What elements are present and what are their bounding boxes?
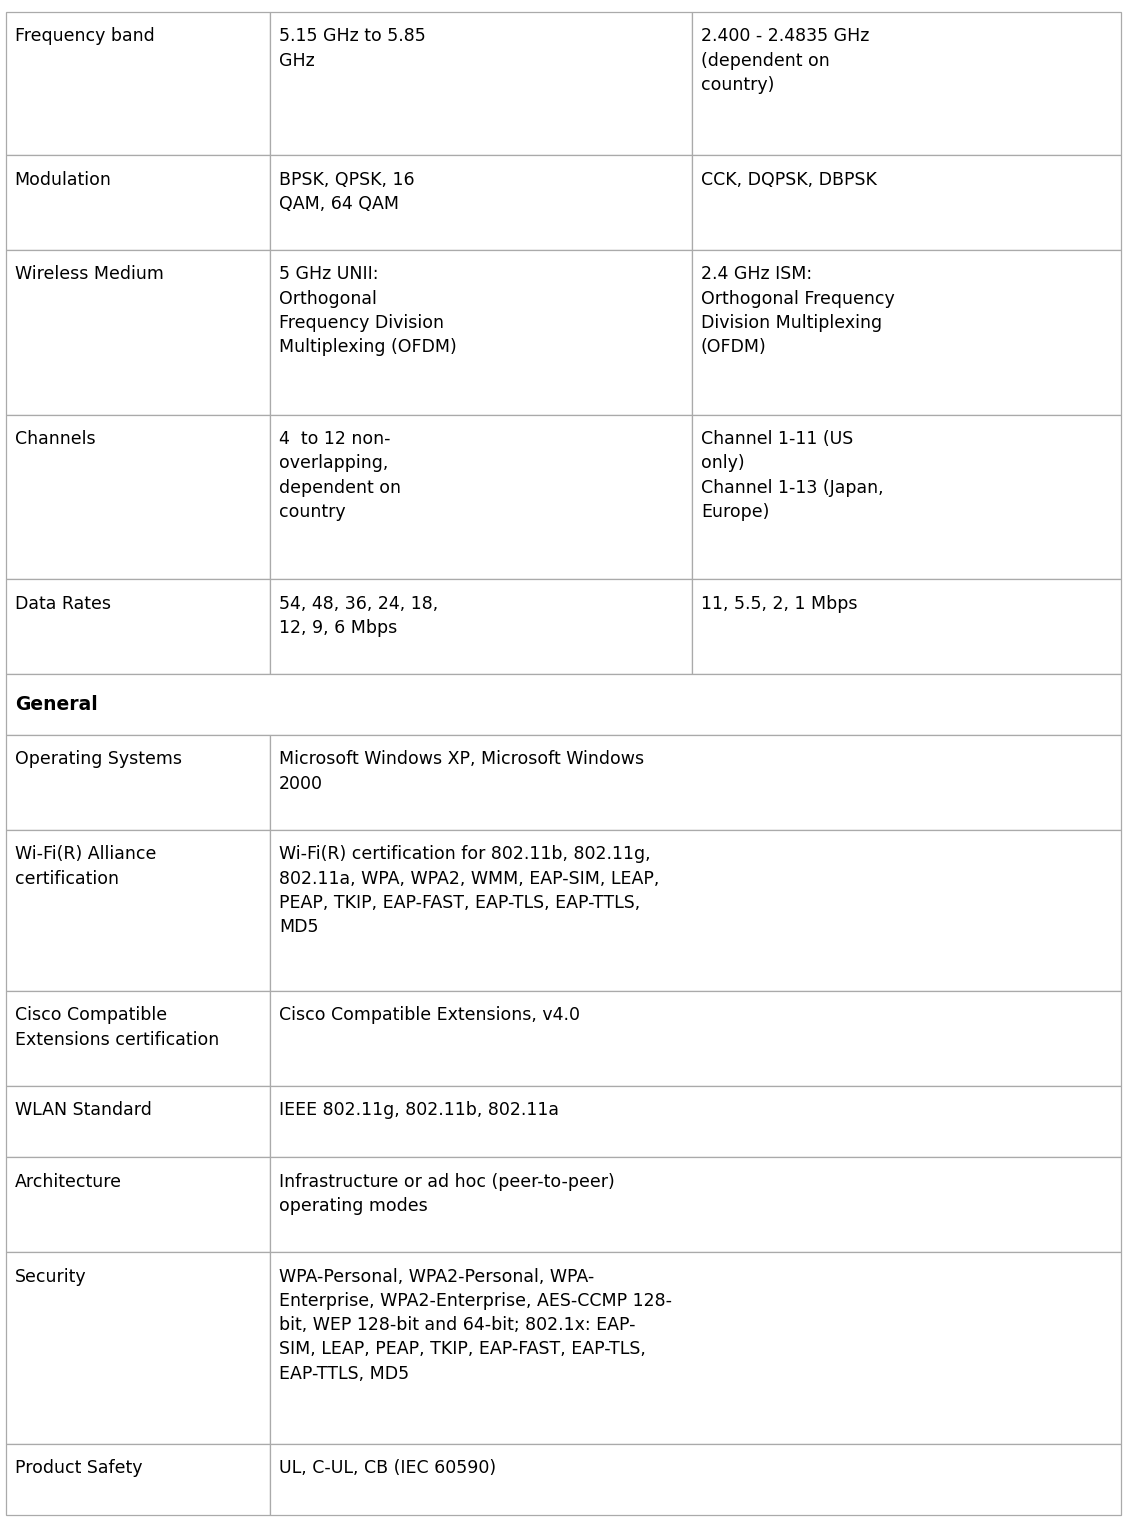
Text: Data Rates: Data Rates — [15, 594, 110, 612]
Text: 54, 48, 36, 24, 18,
12, 9, 6 Mbps: 54, 48, 36, 24, 18, 12, 9, 6 Mbps — [279, 594, 438, 637]
Text: UL, C-UL, CB (IEC 60590): UL, C-UL, CB (IEC 60590) — [279, 1459, 496, 1477]
Bar — [6, 1444, 270, 1515]
Bar — [6, 830, 270, 991]
Bar — [6, 1252, 270, 1444]
Text: 11, 5.5, 2, 1 Mbps: 11, 5.5, 2, 1 Mbps — [701, 594, 858, 612]
Text: WPA-Personal, WPA2-Personal, WPA-
Enterprise, WPA2-Enterprise, AES-CCMP 128-
bit: WPA-Personal, WPA2-Personal, WPA- Enterp… — [279, 1267, 672, 1383]
Bar — [270, 1157, 1121, 1252]
Bar — [6, 579, 270, 675]
Text: CCK, DQPSK, DBPSK: CCK, DQPSK, DBPSK — [701, 171, 877, 189]
Bar — [6, 1086, 270, 1157]
Bar — [270, 1086, 1121, 1157]
Bar — [270, 830, 1121, 991]
Text: Infrastructure or ad hoc (peer-to-peer)
operating modes: Infrastructure or ad hoc (peer-to-peer) … — [279, 1173, 615, 1215]
Text: Operating Systems: Operating Systems — [15, 751, 181, 769]
Bar — [270, 12, 692, 155]
Text: Wireless Medium: Wireless Medium — [15, 265, 163, 283]
Text: Channel 1-11 (US
only)
Channel 1-13 (Japan,
Europe): Channel 1-11 (US only) Channel 1-13 (Jap… — [701, 429, 884, 521]
Text: Cisco Compatible Extensions, v4.0: Cisco Compatible Extensions, v4.0 — [279, 1007, 580, 1025]
Bar — [6, 1157, 270, 1252]
Bar — [270, 991, 1121, 1086]
Bar — [692, 579, 1121, 675]
Text: Cisco Compatible
Extensions certification: Cisco Compatible Extensions certificatio… — [15, 1007, 219, 1048]
Bar — [6, 414, 270, 579]
Bar — [692, 155, 1121, 250]
Text: 2.4 GHz ISM:
Orthogonal Frequency
Division Multiplexing
(OFDM): 2.4 GHz ISM: Orthogonal Frequency Divisi… — [701, 265, 895, 356]
Text: Architecture: Architecture — [15, 1173, 122, 1191]
Text: Frequency band: Frequency band — [15, 27, 154, 46]
Bar — [6, 12, 270, 155]
Bar — [692, 250, 1121, 414]
Bar — [270, 250, 692, 414]
Text: Product Safety: Product Safety — [15, 1459, 142, 1477]
Text: Channels: Channels — [15, 429, 96, 448]
Bar — [692, 414, 1121, 579]
Text: 4  to 12 non-
overlapping,
dependent on
country: 4 to 12 non- overlapping, dependent on c… — [279, 429, 401, 521]
Text: 5 GHz UNII:
Orthogonal
Frequency Division
Multiplexing (OFDM): 5 GHz UNII: Orthogonal Frequency Divisio… — [279, 265, 456, 356]
Text: Security: Security — [15, 1267, 87, 1285]
Bar — [270, 579, 692, 675]
Bar — [6, 250, 270, 414]
Text: 5.15 GHz to 5.85
GHz: 5.15 GHz to 5.85 GHz — [279, 27, 426, 70]
Bar — [270, 155, 692, 250]
Bar — [270, 1444, 1121, 1515]
Text: Modulation: Modulation — [15, 171, 112, 189]
Text: WLAN Standard: WLAN Standard — [15, 1101, 151, 1119]
Text: Wi-Fi(R) certification for 802.11b, 802.11g,
802.11a, WPA, WPA2, WMM, EAP-SIM, L: Wi-Fi(R) certification for 802.11b, 802.… — [279, 845, 659, 937]
Text: IEEE 802.11g, 802.11b, 802.11a: IEEE 802.11g, 802.11b, 802.11a — [279, 1101, 559, 1119]
Text: Wi-Fi(R) Alliance
certification: Wi-Fi(R) Alliance certification — [15, 845, 156, 888]
Bar — [692, 12, 1121, 155]
Bar — [270, 736, 1121, 830]
Bar — [6, 736, 270, 830]
Text: Microsoft Windows XP, Microsoft Windows
2000: Microsoft Windows XP, Microsoft Windows … — [279, 751, 645, 792]
Bar — [6, 675, 1121, 736]
Bar — [6, 991, 270, 1086]
Bar — [270, 414, 692, 579]
Bar — [6, 155, 270, 250]
Text: 2.400 - 2.4835 GHz
(dependent on
country): 2.400 - 2.4835 GHz (dependent on country… — [701, 27, 869, 94]
Text: BPSK, QPSK, 16
QAM, 64 QAM: BPSK, QPSK, 16 QAM, 64 QAM — [279, 171, 415, 213]
Bar — [270, 1252, 1121, 1444]
Text: General: General — [15, 694, 97, 714]
